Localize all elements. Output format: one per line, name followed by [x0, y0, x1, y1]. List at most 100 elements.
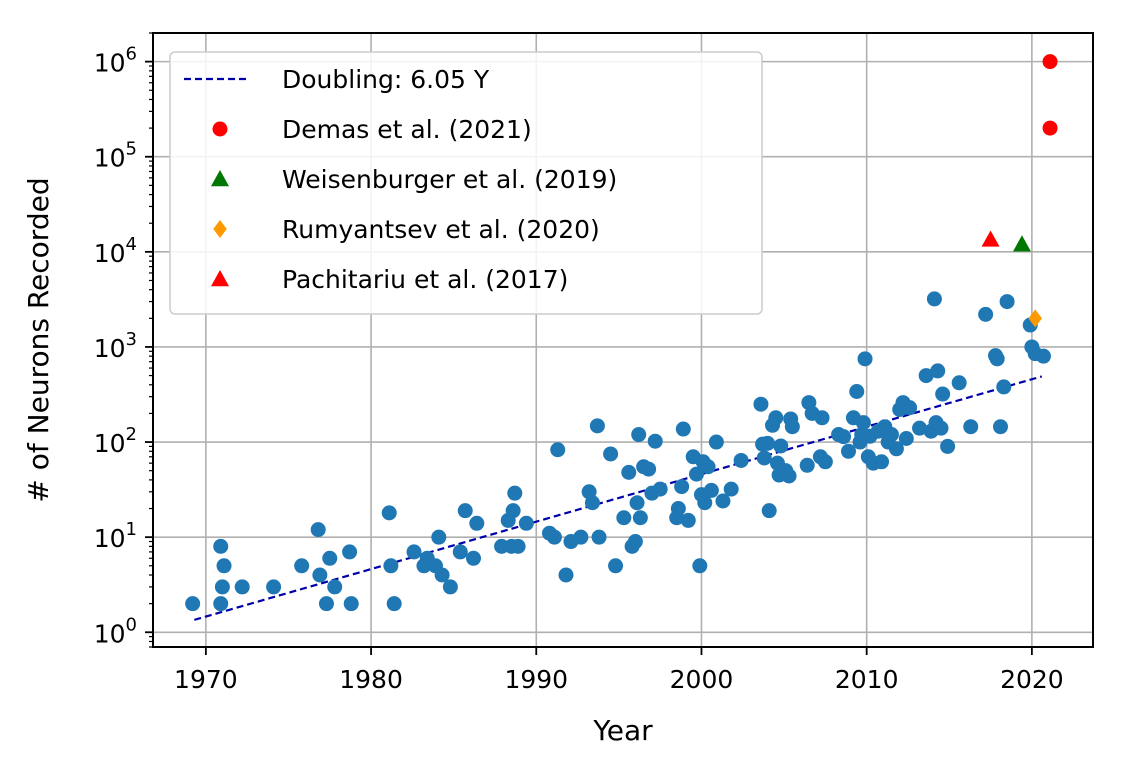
data-point [940, 438, 956, 454]
data-point [652, 481, 668, 497]
data-point [874, 454, 890, 470]
data-point [434, 567, 450, 583]
data-point [294, 558, 310, 574]
highlight-series [1012, 235, 1031, 252]
data-point [799, 457, 815, 473]
data-point [930, 363, 946, 379]
data-point [760, 435, 776, 451]
data-point [608, 558, 624, 574]
data-point [185, 596, 201, 612]
y-axis-label: # of Neurons Recorded [22, 177, 55, 502]
legend-label: Demas et al. (2021) [282, 115, 532, 144]
highlight-series [981, 230, 1000, 247]
data-point [632, 510, 648, 526]
y-tick-label: 102 [94, 424, 137, 458]
y-tick-label: 105 [94, 139, 137, 173]
data-point [841, 443, 857, 459]
data-point [457, 503, 473, 519]
data-point [452, 544, 468, 560]
data-point [510, 538, 526, 554]
data-point [703, 482, 719, 498]
data-point [817, 454, 833, 470]
data-point [621, 464, 637, 480]
data-point [836, 429, 852, 445]
y-tick-label: 104 [94, 234, 137, 268]
data-point [322, 550, 338, 566]
data-point [631, 427, 647, 443]
data-point [558, 567, 574, 583]
data-point [1028, 309, 1042, 328]
data-point [963, 419, 979, 435]
data-point [469, 515, 485, 531]
data-point [213, 596, 229, 612]
legend-entry: Doubling: 6.05 Y [184, 65, 490, 94]
data-point [756, 450, 772, 466]
data-point [849, 384, 865, 400]
legend-entry: Weisenburger et al. (2019) [211, 165, 617, 194]
data-point [888, 441, 904, 457]
data-point [312, 567, 328, 583]
data-point [381, 505, 397, 521]
data-point [386, 596, 402, 612]
data-point [213, 538, 229, 554]
data-point [689, 466, 705, 482]
x-axis-label: Year [592, 714, 653, 747]
data-point [670, 501, 686, 517]
data-point [753, 396, 769, 412]
legend-marker-swatch [213, 220, 227, 238]
data-point [431, 529, 447, 545]
data-point [855, 415, 871, 431]
data-point [1042, 120, 1058, 136]
y-tick-label: 103 [94, 329, 137, 363]
data-point [700, 459, 716, 475]
data-point [902, 400, 918, 416]
legend-marker-swatch [212, 121, 228, 137]
data-point [761, 503, 777, 519]
data-point [1042, 54, 1058, 70]
data-point [647, 433, 663, 449]
data-point [999, 294, 1015, 310]
highlight-series [1042, 54, 1058, 136]
data-point [589, 418, 605, 434]
survey-series [185, 291, 1051, 612]
data-point [406, 544, 422, 560]
data-point [935, 386, 951, 402]
y-tick-label: 106 [94, 44, 137, 78]
data-point [723, 481, 739, 497]
legend-entry: Demas et al. (2021) [212, 115, 532, 144]
data-point [383, 558, 399, 574]
trend-line [193, 375, 1043, 621]
data-point [507, 485, 523, 501]
data-point [616, 510, 632, 526]
data-point [978, 306, 994, 322]
data-point [857, 351, 873, 367]
data-point [573, 529, 589, 545]
data-point [692, 558, 708, 574]
legend-box [169, 51, 763, 315]
plot-frame [152, 32, 1094, 648]
data-point [234, 579, 250, 595]
data-point [675, 421, 691, 437]
data-point [715, 493, 731, 509]
data-point [641, 461, 657, 477]
data-point [550, 442, 566, 458]
data-point [680, 512, 696, 528]
y-tick-label: 100 [94, 614, 137, 648]
data-point [546, 529, 562, 545]
data-point [266, 579, 282, 595]
legend-label: Pachitariu et al. (2017) [282, 265, 568, 294]
data-point [951, 375, 967, 391]
data-point [768, 410, 784, 426]
data-point [584, 495, 600, 511]
data-point [781, 468, 797, 484]
data-point [310, 522, 326, 538]
data-point [773, 438, 789, 454]
data-point [733, 452, 749, 468]
data-point [784, 419, 800, 435]
x-tick-label: 2020 [1000, 665, 1064, 694]
x-tick-label: 1980 [339, 665, 403, 694]
data-point [505, 503, 521, 519]
data-point [627, 534, 643, 550]
data-point [814, 410, 830, 426]
